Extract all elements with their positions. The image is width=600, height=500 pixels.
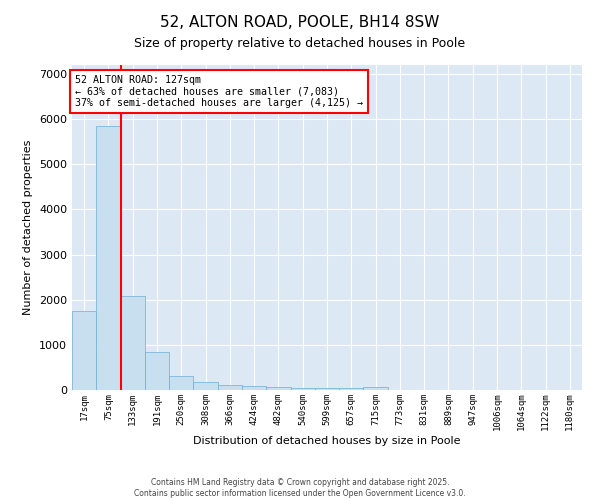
Bar (242, 386, 266, 390)
Bar (339, 388, 364, 390)
Y-axis label: Number of detached properties: Number of detached properties (23, 140, 34, 315)
Bar (72, 311, 96, 390)
Bar (96, 126, 121, 390)
Bar (193, 382, 218, 390)
Bar (315, 388, 339, 390)
Bar (364, 388, 388, 390)
X-axis label: Distribution of detached houses by size in Poole: Distribution of detached houses by size … (193, 436, 461, 446)
Bar (145, 352, 169, 390)
Bar (218, 385, 242, 390)
Bar (121, 296, 145, 390)
Text: 52, ALTON ROAD, POOLE, BH14 8SW: 52, ALTON ROAD, POOLE, BH14 8SW (160, 15, 440, 30)
Text: Contains HM Land Registry data © Crown copyright and database right 2025.
Contai: Contains HM Land Registry data © Crown c… (134, 478, 466, 498)
Bar (290, 388, 315, 390)
Text: 52 ALTON ROAD: 127sqm
← 63% of detached houses are smaller (7,083)
37% of semi-d: 52 ALTON ROAD: 127sqm ← 63% of detached … (74, 74, 362, 108)
Bar (266, 387, 290, 390)
Text: Size of property relative to detached houses in Poole: Size of property relative to detached ho… (134, 38, 466, 51)
Bar (169, 376, 193, 390)
